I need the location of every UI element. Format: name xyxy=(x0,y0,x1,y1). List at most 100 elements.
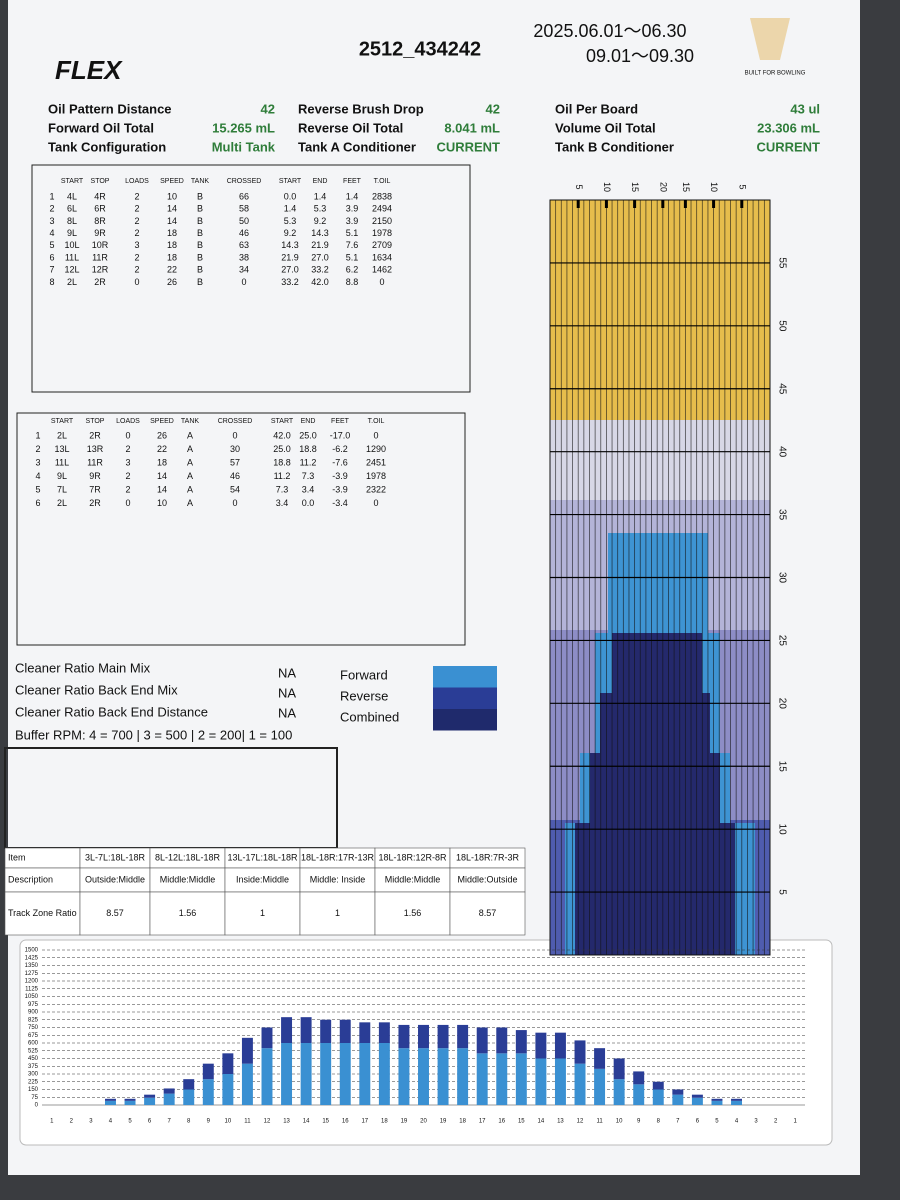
table-cell: 26 xyxy=(167,277,177,287)
table-cell: 3.4 xyxy=(302,484,315,494)
bar-segment xyxy=(554,1058,566,1105)
lane-x-label: 20 xyxy=(658,182,668,192)
table-cell: 4L xyxy=(67,191,77,201)
zone-cell xyxy=(299,891,376,936)
table-cell: 18 xyxy=(167,252,177,262)
bar-segment xyxy=(594,1068,606,1105)
bar-segment xyxy=(281,1017,293,1043)
table-cell: 57 xyxy=(230,457,240,467)
table-cell: A xyxy=(187,444,193,454)
table-cell: 18.8 xyxy=(273,457,291,467)
table-header: FEET xyxy=(343,178,362,185)
zone-cell xyxy=(449,867,526,893)
table-cell: B xyxy=(197,252,203,262)
table-cell: 27.0 xyxy=(281,265,299,275)
table-cell: 2322 xyxy=(366,484,386,494)
bar-segment xyxy=(104,1100,116,1105)
x-tick-label: 18 xyxy=(381,1119,388,1125)
zone-text: Middle:Outside xyxy=(457,874,517,884)
table-cell: 7L xyxy=(57,484,67,494)
table-cell: 1 xyxy=(35,430,40,440)
table-cell: 7R xyxy=(89,484,101,494)
bar-segment xyxy=(457,1048,469,1105)
field-label: Tank B Conditioner xyxy=(555,139,674,154)
table-cell: 9R xyxy=(89,471,101,481)
zone-cell xyxy=(149,891,226,936)
table-cell: 7.3 xyxy=(276,484,289,494)
table-cell: 11L xyxy=(55,457,69,467)
table-cell: 27.0 xyxy=(311,252,329,262)
table-cell: 6.2 xyxy=(346,265,359,275)
table-header: CROSSED xyxy=(218,418,253,425)
bar-segment xyxy=(144,1097,156,1105)
table-header: FEET xyxy=(331,418,350,425)
table-header: CROSSED xyxy=(227,178,262,185)
zone-text: 18L-18R:12R-8R xyxy=(378,852,447,862)
table-cell: -7.6 xyxy=(332,457,348,467)
x-tick-label: 8 xyxy=(657,1119,661,1125)
table-cell: 2 xyxy=(134,216,139,226)
lane-x-label: 15 xyxy=(630,182,640,192)
lane-y-label: 40 xyxy=(776,446,787,458)
bar-segment xyxy=(202,1079,214,1105)
table-cell: 3 xyxy=(134,240,139,250)
table-cell: 12R xyxy=(92,265,109,275)
table-cell: A xyxy=(187,430,193,440)
zone-text: Outside:Middle xyxy=(85,874,145,884)
bar-segment xyxy=(691,1094,703,1098)
table-header: START xyxy=(61,178,84,185)
bar-segment xyxy=(496,1027,508,1054)
table-cell: 6R xyxy=(94,204,106,214)
field-label: Tank A Conditioner xyxy=(298,139,416,154)
x-tick-label: 6 xyxy=(696,1119,700,1125)
table-cell: 2R xyxy=(94,277,106,287)
table-cell: 33.2 xyxy=(281,277,299,287)
oil-combined xyxy=(600,693,710,753)
bar-segment xyxy=(731,1100,743,1105)
y-tick-label: 1425 xyxy=(25,955,39,961)
table-cell: 7.3 xyxy=(302,471,315,481)
table-cell: 0 xyxy=(241,277,246,287)
table-cell: 12L xyxy=(64,265,79,275)
table-cell: A xyxy=(187,471,193,481)
bar-segment xyxy=(594,1048,606,1069)
field-value: 43 ul xyxy=(790,101,820,116)
x-tick-label: 13 xyxy=(557,1119,564,1125)
field-value: 8.041 mL xyxy=(444,120,500,135)
bar-segment xyxy=(672,1094,684,1105)
bar-segment xyxy=(378,1022,390,1043)
field-label: Oil Per Board xyxy=(555,101,638,116)
table-cell: 3.9 xyxy=(346,216,359,226)
y-tick-label: 825 xyxy=(28,1017,39,1023)
table-cell: 6 xyxy=(49,252,54,262)
y-tick-label: 675 xyxy=(28,1033,39,1039)
x-tick-label: 3 xyxy=(754,1119,758,1125)
cleaner-value: NA xyxy=(278,705,296,720)
lane-x-label: 10 xyxy=(602,182,612,192)
table-cell: 2 xyxy=(134,204,139,214)
table-cell: 2 xyxy=(125,484,130,494)
x-tick-label: 12 xyxy=(577,1119,584,1125)
zone-text: 1.56 xyxy=(404,908,422,918)
table-cell: 9L xyxy=(57,471,67,481)
table-cell: 14 xyxy=(157,484,167,494)
title: 2512_434242 xyxy=(359,38,481,60)
table-cell: A xyxy=(187,457,193,467)
lane-x-label: 5 xyxy=(737,184,747,189)
table-cell: 22 xyxy=(167,265,177,275)
table-cell: 4 xyxy=(49,228,54,238)
x-tick-label: 4 xyxy=(735,1119,739,1125)
x-tick-label: 11 xyxy=(244,1119,251,1125)
table-cell: 2494 xyxy=(372,204,392,214)
y-tick-label: 900 xyxy=(28,1010,39,1016)
table-header: END xyxy=(301,418,316,425)
oil-band xyxy=(550,420,770,500)
table-cell: 42.0 xyxy=(273,430,291,440)
table-cell: 14.3 xyxy=(311,228,329,238)
table-cell: 9.2 xyxy=(314,216,327,226)
x-tick-label: 20 xyxy=(420,1119,427,1125)
x-tick-label: 2 xyxy=(70,1119,74,1125)
table-cell: 5.1 xyxy=(346,228,359,238)
oil-band xyxy=(550,200,770,420)
table-cell: 2 xyxy=(134,265,139,275)
